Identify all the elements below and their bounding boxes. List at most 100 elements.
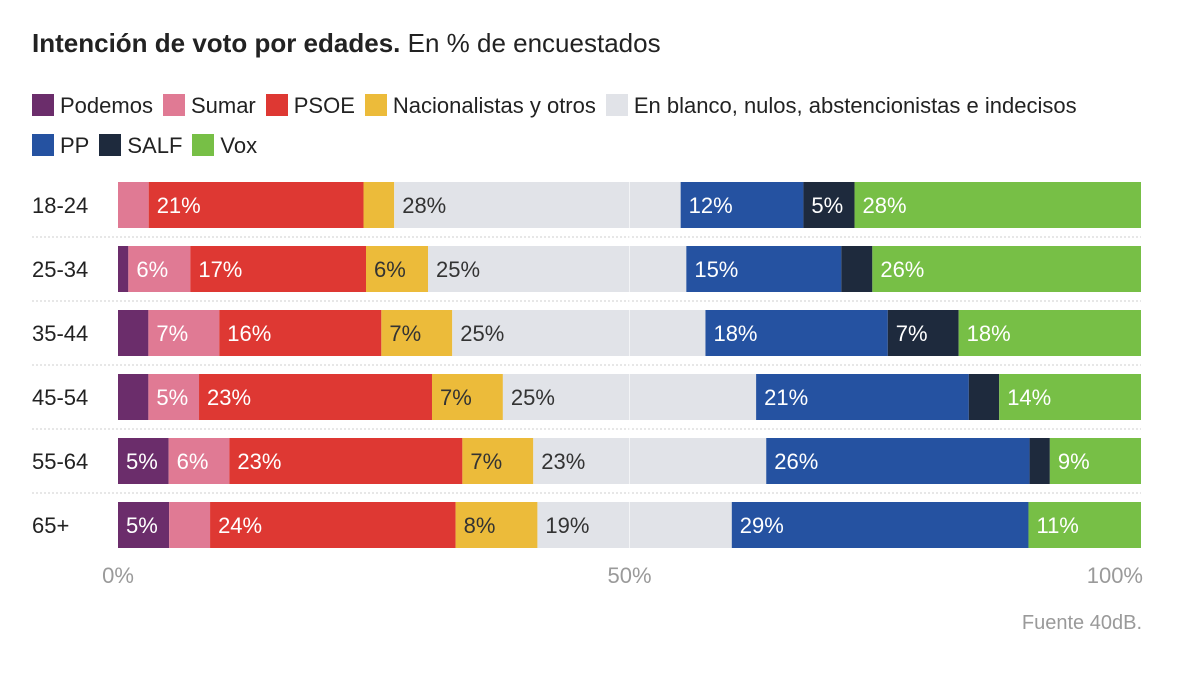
legend-label: PSOE xyxy=(293,93,355,118)
legend: Podemos Sumar PSOE Nacionalistas y otros En … xyxy=(32,86,1152,166)
legend-label: Sumar xyxy=(190,93,256,118)
bar-segment xyxy=(968,374,1000,420)
legend-item: PP xyxy=(32,126,89,166)
bar-segment xyxy=(148,182,364,228)
bar-segment xyxy=(854,182,1141,228)
bar-segment xyxy=(455,502,538,548)
bar-segment xyxy=(148,374,200,420)
legend-label: Vox xyxy=(220,133,258,158)
data-label: 25% xyxy=(511,385,555,410)
data-label: 7% xyxy=(896,321,928,346)
data-label: 5% xyxy=(156,385,188,410)
bar-segment xyxy=(841,246,873,292)
legend-item: Nacionalistas y otros xyxy=(364,86,596,126)
category-label: 25-34 xyxy=(32,257,88,282)
legend-item: Sumar xyxy=(162,86,256,126)
legend-item: Podemos xyxy=(32,86,153,126)
bar-segment xyxy=(705,310,888,356)
data-label: 23% xyxy=(207,385,251,410)
data-label: 23% xyxy=(237,449,281,474)
legend-label: SALF xyxy=(127,133,183,158)
data-label: 6% xyxy=(177,449,209,474)
data-label: 21% xyxy=(764,385,808,410)
data-label: 29% xyxy=(740,513,784,538)
data-label: 25% xyxy=(436,257,480,282)
bar-segment xyxy=(118,502,170,548)
title-subtitle: En % de encuestados xyxy=(407,28,661,58)
bar-segment xyxy=(537,502,732,548)
data-label: 8% xyxy=(464,513,496,538)
data-label: 25% xyxy=(460,321,504,346)
data-label: 24% xyxy=(218,513,262,538)
bar-segment xyxy=(680,182,804,228)
bar-segment xyxy=(1049,438,1141,484)
bar-segment xyxy=(452,310,706,356)
bar-segment xyxy=(169,502,211,548)
category-label: 55-64 xyxy=(32,449,88,474)
source-note: Fuente 40dB. xyxy=(1021,612,1142,634)
bar-segment xyxy=(394,182,681,228)
bar-segment xyxy=(199,374,432,420)
bar-segment xyxy=(168,438,230,484)
legend-label: En blanco, nulos, abstencionistas e inde… xyxy=(633,93,1077,118)
category-label: 18-24 xyxy=(32,193,88,218)
data-label: 14% xyxy=(1007,385,1051,410)
data-label: 5% xyxy=(811,193,843,218)
data-label: 26% xyxy=(774,449,818,474)
data-label: 7% xyxy=(156,321,188,346)
data-label: 6% xyxy=(136,257,168,282)
tick-label: 100% xyxy=(1087,563,1143,588)
bar-segment xyxy=(118,310,149,356)
data-label: 28% xyxy=(402,193,446,218)
category-label: 65+ xyxy=(32,513,69,538)
bar-segment xyxy=(533,438,767,484)
bar-segment xyxy=(366,246,428,292)
bar-segment xyxy=(381,310,453,356)
bar-segment xyxy=(428,246,687,292)
bar-segment xyxy=(118,182,149,228)
bar-segment xyxy=(731,502,1029,548)
legend-label: Podemos xyxy=(60,93,153,118)
legend-label: PP xyxy=(60,133,90,158)
legend-item: En blanco, nulos, abstencionistas e inde… xyxy=(605,86,1077,126)
legend-item: SALF xyxy=(99,126,182,166)
legend-label: Nacionalistas y otros xyxy=(392,93,596,118)
data-label: 12% xyxy=(689,193,733,218)
bar-segment xyxy=(363,182,395,228)
legend-swatch xyxy=(32,134,54,156)
legend-swatch xyxy=(162,94,185,116)
data-label: 7% xyxy=(440,385,472,410)
chart-title: Intención de voto por edades. En % de en… xyxy=(32,28,661,59)
legend-item: PSOE xyxy=(265,86,355,126)
data-label: 18% xyxy=(713,321,757,346)
bar-segment xyxy=(431,374,503,420)
data-label: 5% xyxy=(126,513,158,538)
tick-label: 0% xyxy=(102,563,134,588)
title-bold: Intención de voto por edades. xyxy=(32,28,401,58)
bar-segment xyxy=(210,502,456,548)
legend-item: Vox xyxy=(192,126,257,166)
bar-segment xyxy=(219,310,382,356)
data-label: 16% xyxy=(227,321,271,346)
bar-segment xyxy=(958,310,1141,356)
data-label: 17% xyxy=(198,257,242,282)
data-label: 26% xyxy=(880,257,924,282)
data-label: 7% xyxy=(389,321,421,346)
bar-segment xyxy=(803,182,855,228)
data-label: 18% xyxy=(967,321,1011,346)
legend-swatch xyxy=(364,94,387,116)
legend-swatch xyxy=(99,134,122,156)
bar-segment xyxy=(872,246,1141,292)
tick-label: 50% xyxy=(607,563,651,588)
bar-segment xyxy=(148,310,220,356)
bar-segment xyxy=(756,374,969,420)
legend-swatch xyxy=(32,94,54,116)
bar-segment xyxy=(462,438,534,484)
data-label: 19% xyxy=(545,513,589,538)
legend-swatch xyxy=(605,94,628,116)
data-label: 5% xyxy=(126,449,158,474)
category-label: 35-44 xyxy=(32,321,88,346)
bar-segment xyxy=(118,374,149,420)
bar-segment xyxy=(1029,438,1050,484)
stacked-bar-chart: 18-24 21% 28% 12% 5% 28% 25-34 6% 17% 6% 25% 15% 26%… xyxy=(32,182,1143,588)
